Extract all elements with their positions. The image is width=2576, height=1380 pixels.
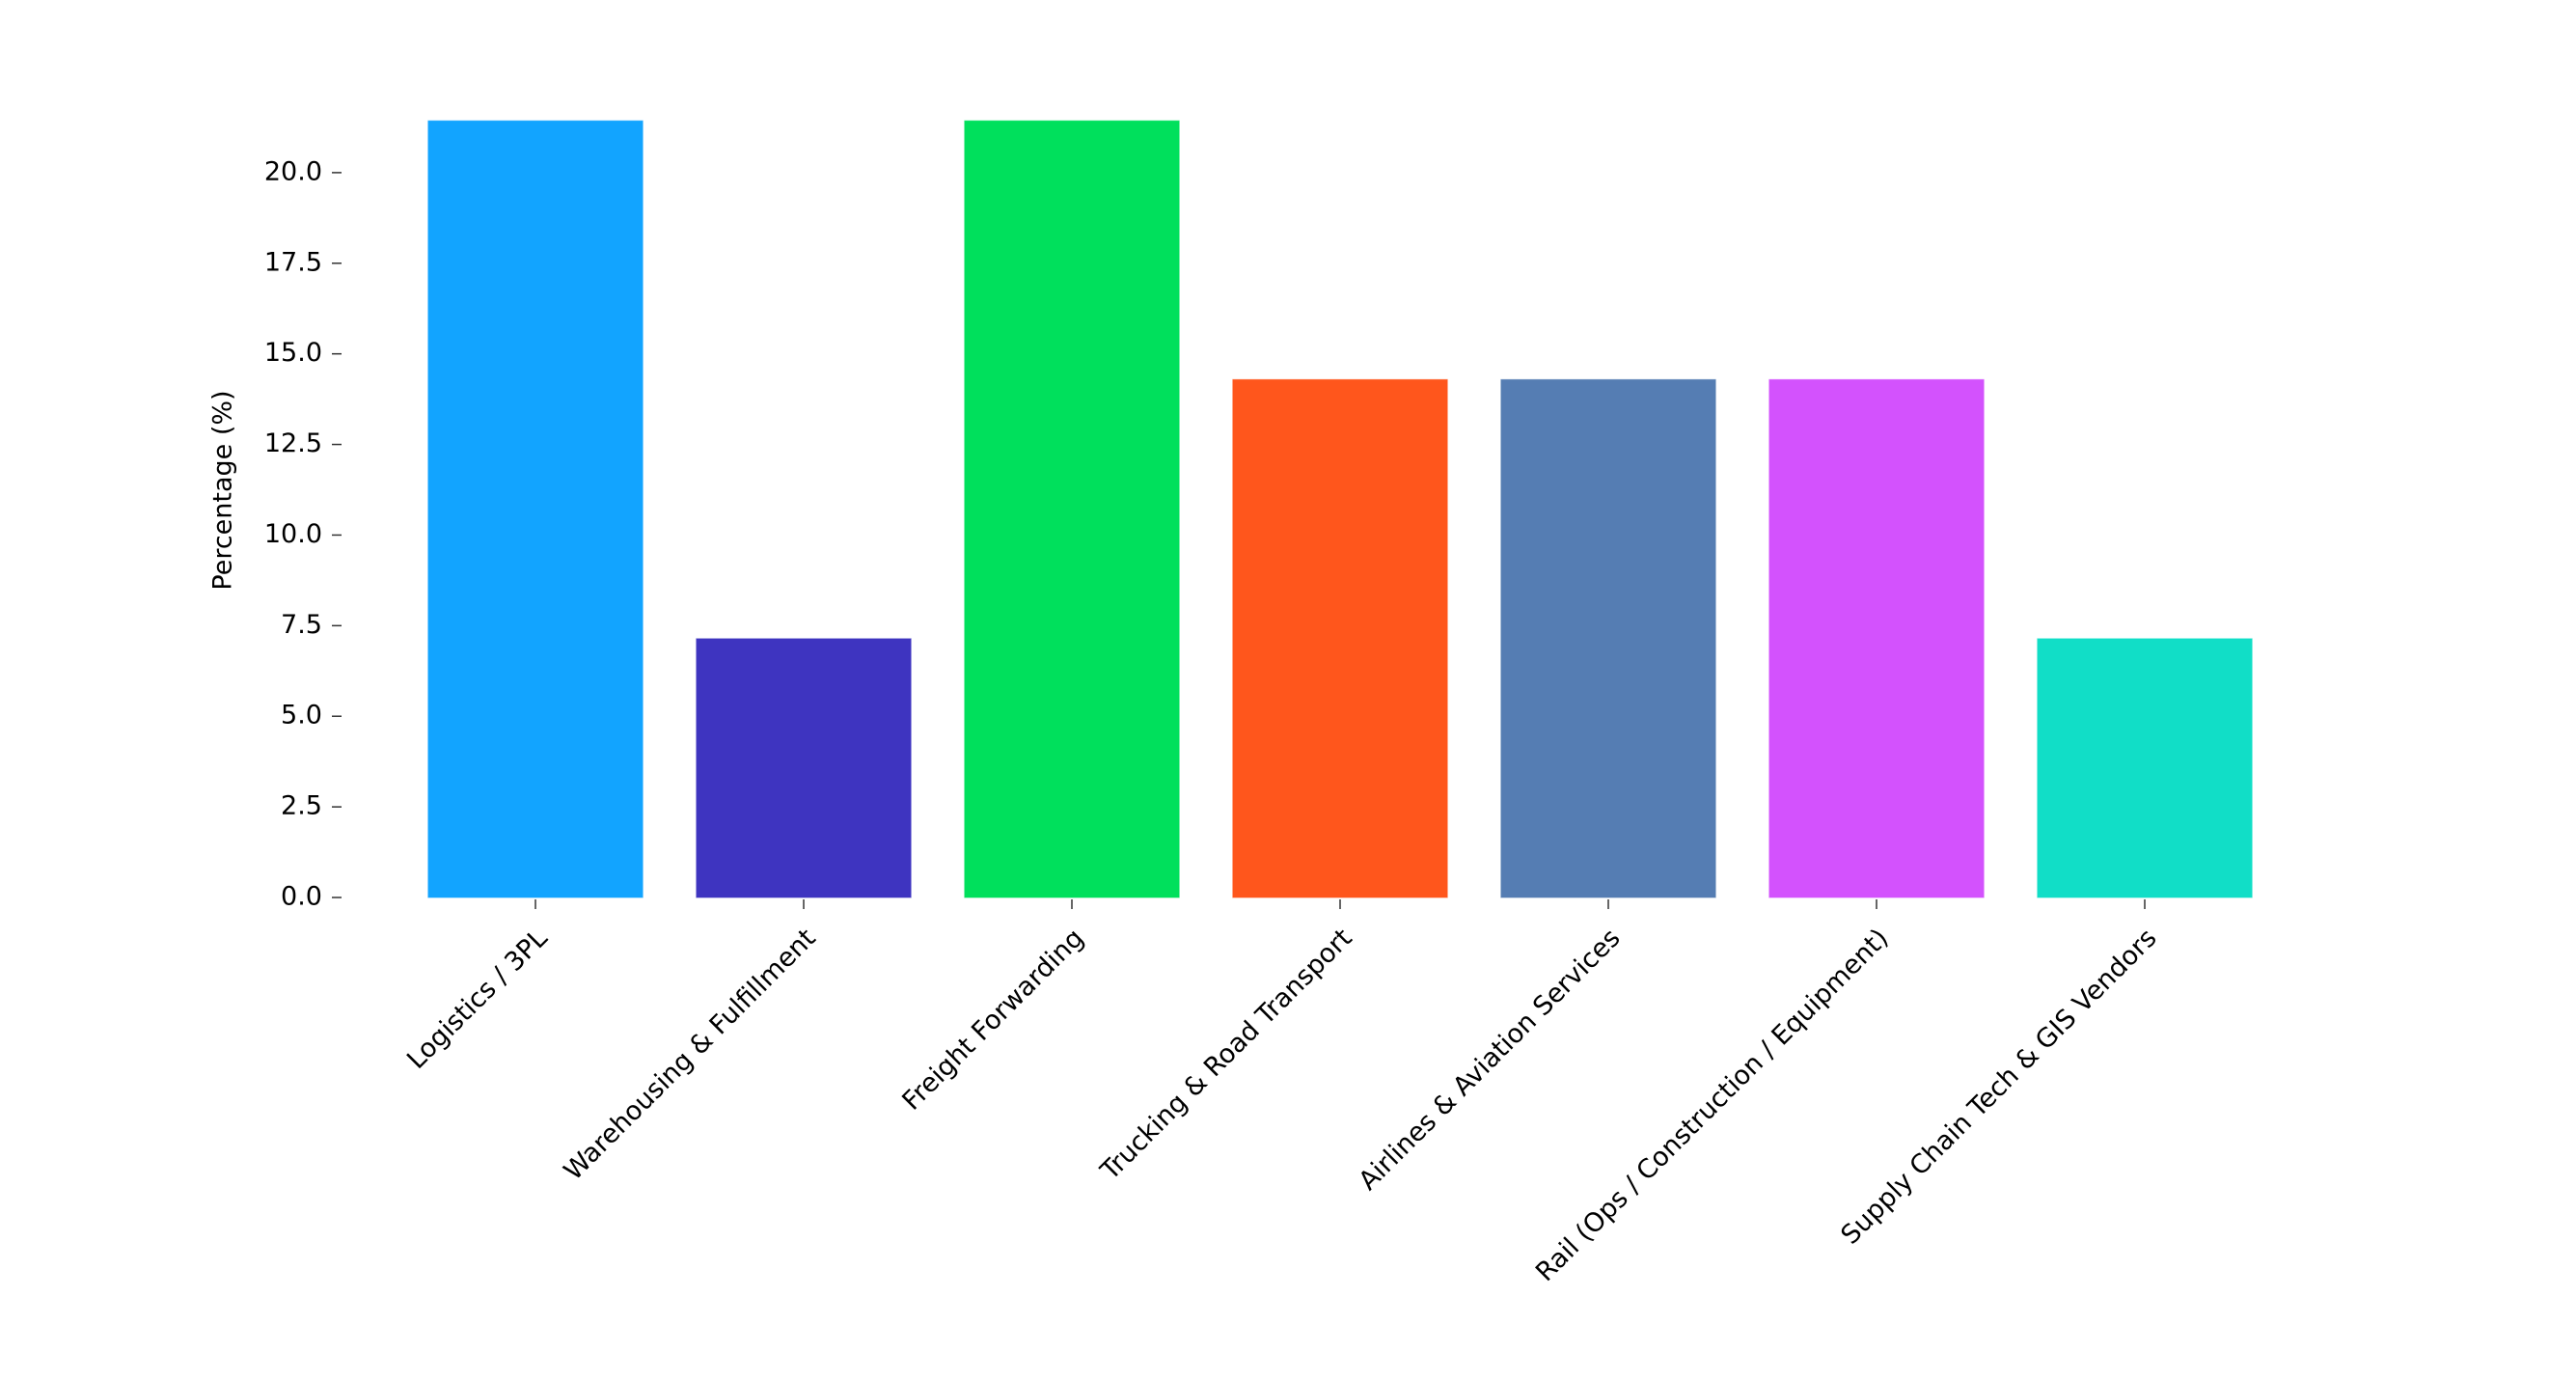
- x-tick-label: Airlines & Aviation Services: [1354, 924, 1627, 1197]
- y-tick-label: 17.5: [264, 247, 322, 277]
- y-tick-label: 7.5: [281, 610, 322, 640]
- bar: [1500, 378, 1716, 898]
- y-axis-label: Percentage (%): [208, 390, 238, 590]
- x-tick-label: Trucking & Road Transport: [1094, 924, 1357, 1187]
- x-tick-label: Warehousing & Fulfillment: [559, 924, 822, 1187]
- y-tick-label: 12.5: [264, 428, 322, 458]
- bar: [1232, 378, 1448, 898]
- x-tick-label: Supply Chain Tech & GIS Vendors: [1835, 924, 2162, 1251]
- x-tick-label: Freight Forwarding: [896, 924, 1089, 1117]
- bar: [696, 638, 912, 898]
- x-tick-label: Logistics / 3PL: [401, 924, 553, 1075]
- bar: [2037, 638, 2253, 898]
- y-tick-label: 2.5: [281, 791, 322, 821]
- bar: [427, 120, 644, 898]
- bar: [964, 120, 1180, 898]
- y-tick-label: 10.0: [264, 519, 322, 549]
- y-tick-label: 15.0: [264, 338, 322, 368]
- y-tick-label: 20.0: [264, 156, 322, 186]
- y-tick-label: 5.0: [281, 701, 322, 731]
- y-tick-label: 0.0: [281, 882, 322, 912]
- bar: [1768, 378, 1985, 898]
